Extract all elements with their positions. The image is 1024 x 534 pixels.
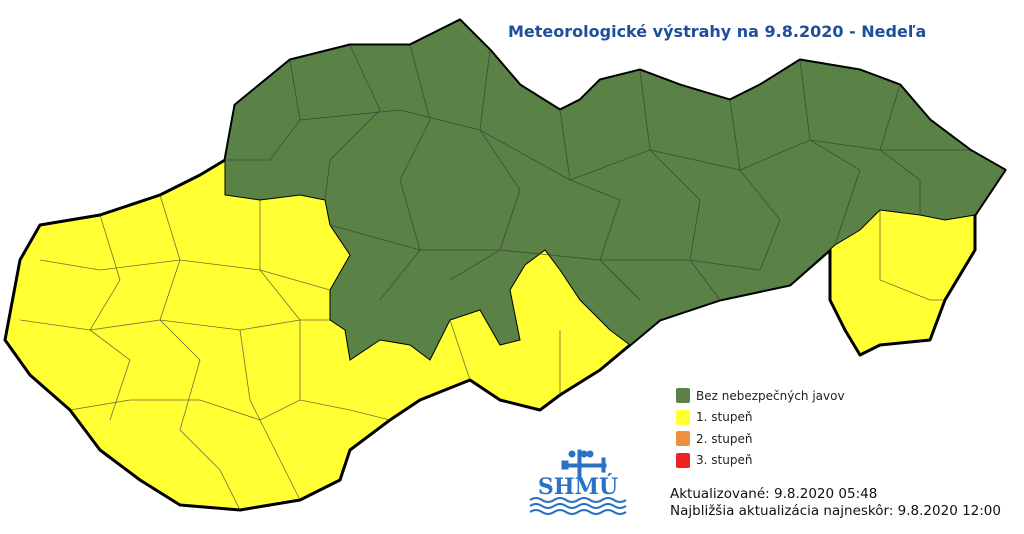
district-borders — [19, 44, 970, 511]
legend-item-level-2: 2. stupeň — [676, 428, 845, 450]
next-update-time: Najbližšia aktualizácia najneskôr: 9.8.2… — [670, 503, 1001, 519]
svg-text:SHMÚ: SHMÚ — [538, 473, 618, 500]
legend-swatch — [676, 452, 690, 468]
shmu-logo: SHMÚ — [529, 449, 627, 515]
updated-time: Aktualizované: 9.8.2020 05:48 — [670, 486, 878, 502]
legend-label: 1. stupeň — [696, 410, 753, 425]
legend-swatch — [676, 431, 690, 447]
legend-label: 2. stupeň — [696, 431, 753, 446]
legend-item-none: Bez nebezpečných javov — [676, 385, 845, 407]
legend-swatch — [676, 388, 690, 404]
legend-label: Bez nebezpečných javov — [696, 388, 845, 403]
legend-item-level-3: 3. stupeň — [676, 450, 845, 472]
legend: Bez nebezpečných javov 1. stupeň 2. stup… — [676, 385, 845, 471]
update-info: Aktualizované: 9.8.2020 05:48 Najbližšia… — [670, 486, 1001, 520]
legend-item-level-1: 1. stupeň — [676, 407, 845, 429]
legend-swatch — [676, 409, 690, 425]
legend-label: 3. stupeň — [696, 453, 753, 468]
map-title: Meteorologické výstrahy na 9.8.2020 - Ne… — [508, 22, 927, 41]
